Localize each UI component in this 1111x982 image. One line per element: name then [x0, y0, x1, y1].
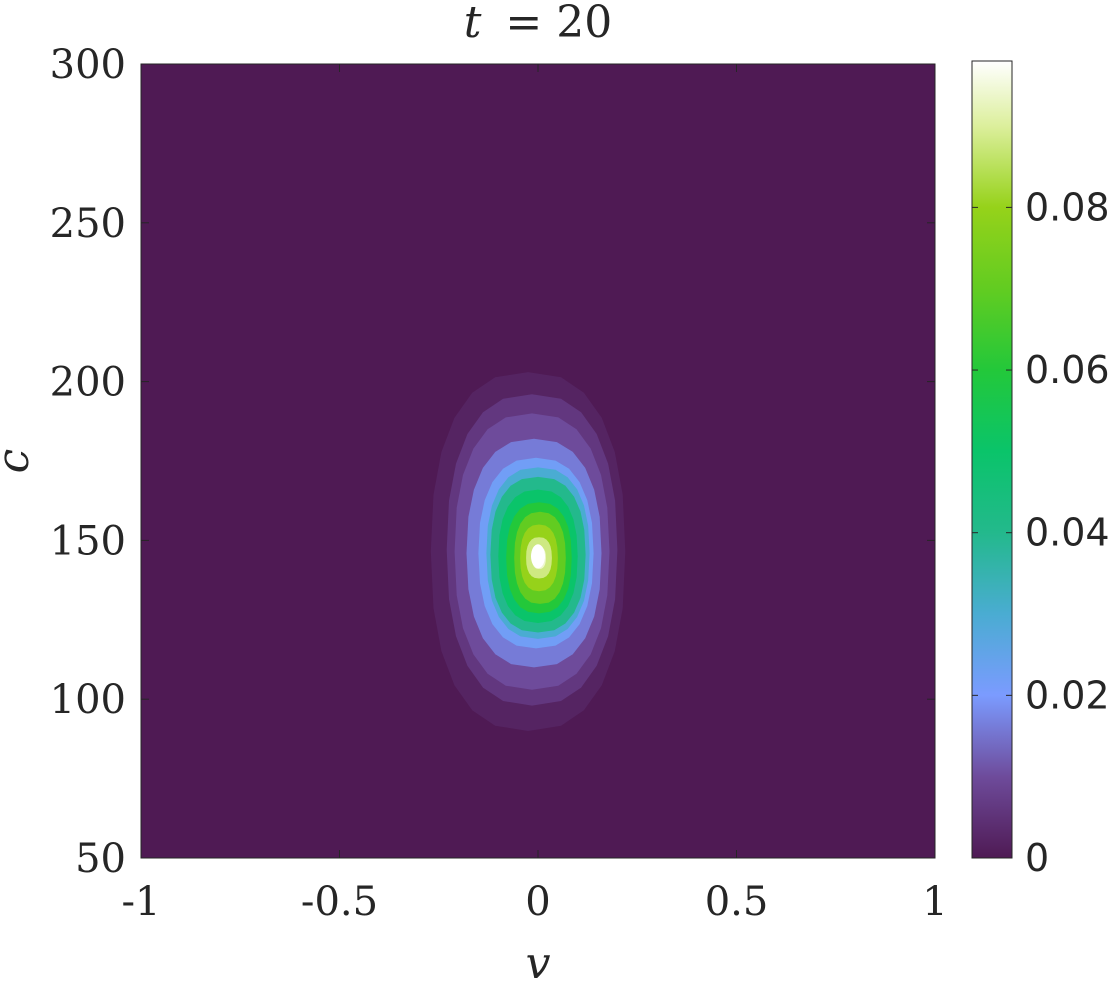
chart-title: t = 20 [464, 0, 613, 48]
x-tick-label: -1 [122, 879, 161, 925]
y-tick-label: 200 [50, 360, 126, 406]
chart-title-value: = 20 [505, 0, 612, 48]
x-tick-label: 0 [525, 879, 550, 925]
x-ticks: -1 -0.5 0 0.5 1 [122, 64, 948, 925]
colorbar: 0 0.02 0.04 0.06 0.08 [971, 60, 1110, 880]
x-tick-label: -0.5 [301, 879, 378, 925]
chart-title-variable: t [464, 0, 482, 48]
y-tick-label: 150 [50, 518, 126, 564]
colorbar-tick-label: 0.04 [1025, 511, 1110, 555]
y-tick-label: 250 [50, 201, 126, 247]
colorbar-tick-label: 0 [1025, 836, 1049, 880]
colorbar-gradient [972, 61, 1012, 858]
colorbar-ticks: 0 0.02 0.04 0.06 0.08 [972, 185, 1110, 880]
heatmap-contours [430, 372, 626, 731]
x-tick-label: 0.5 [705, 879, 769, 925]
y-tick-label: 300 [50, 42, 126, 88]
colorbar-frame [971, 60, 1013, 859]
colorbar-tick-label: 0.02 [1025, 673, 1110, 717]
y-axis-label: c [0, 449, 39, 474]
peak-marker [531, 544, 545, 569]
x-tick-label: 1 [922, 879, 947, 925]
colorbar-tick-label: 0.06 [1025, 348, 1110, 392]
x-axis-label: v [526, 938, 551, 982]
colorbar-tick-label: 0.08 [1025, 185, 1110, 229]
y-ticks: 50 100 150 200 250 300 [50, 42, 935, 882]
y-tick-label: 50 [75, 836, 126, 882]
plot-area: -1 -0.5 0 0.5 1 50 100 150 200 250 300 [50, 42, 948, 925]
y-tick-label: 100 [50, 677, 126, 723]
